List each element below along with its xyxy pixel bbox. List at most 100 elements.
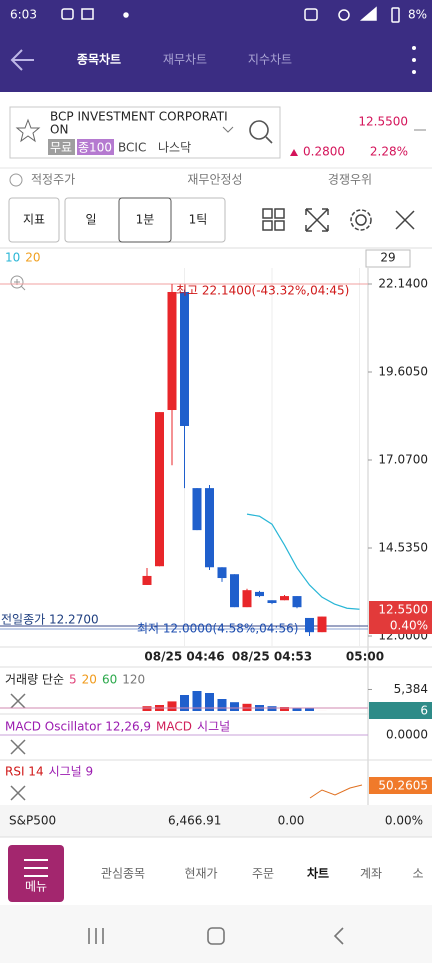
count: 29 <box>380 251 395 265</box>
prev-close-annotation: 전일종가 12.2700 <box>1 613 99 627</box>
rsi-tag: 50.2605 <box>378 779 428 793</box>
volume-bar <box>142 706 152 711</box>
info-tab[interactable]: 재무안정성 <box>187 173 242 187</box>
candle-body <box>230 574 239 608</box>
info-tab[interactable]: 적정주가 <box>31 173 75 187</box>
nav-item[interactable]: 관심종목 <box>101 867 145 881</box>
x-tick-label: 08/25 04:46 <box>144 650 224 664</box>
system-buttons[interactable] <box>88 927 344 945</box>
badge <box>48 139 75 155</box>
candle-body <box>192 488 202 531</box>
badge <box>77 139 114 155</box>
toolbar-icons[interactable] <box>262 208 415 232</box>
search-icon[interactable] <box>249 120 273 144</box>
header-tab[interactable]: 지수차트 <box>248 53 292 67</box>
candle-body <box>205 488 214 568</box>
menu-button[interactable] <box>8 845 64 902</box>
candle-body <box>155 412 164 567</box>
x-tick-label: 08/25 04:53 <box>232 650 312 664</box>
value-tag <box>369 702 432 719</box>
y-tick-label: 5,384 <box>394 682 428 696</box>
ticker-value: 6,466.91 <box>168 814 221 828</box>
value-tag <box>369 777 432 794</box>
ticker-change-pct: 0.00% <box>385 814 423 828</box>
status-icons <box>61 6 400 23</box>
nav-item[interactable]: 차트 <box>307 866 329 881</box>
volume-bar <box>305 708 314 711</box>
volume-bar <box>292 707 302 711</box>
nav-item[interactable]: 현재가 <box>184 867 217 881</box>
help-icon[interactable] <box>9 173 23 187</box>
candle-body <box>317 616 327 633</box>
volume-bar <box>205 693 214 711</box>
ticker-change: 0.00 <box>278 814 305 828</box>
candle-body <box>305 617 314 633</box>
volume-bar <box>192 691 202 711</box>
y-tick-label: 22.1400 <box>378 277 428 291</box>
x-tick-label: 05:00 <box>346 650 384 664</box>
volume-bar <box>280 707 289 711</box>
volume-bar <box>217 699 227 711</box>
time: 6:03 <box>10 8 37 22</box>
ticker-bg <box>0 805 432 837</box>
period[interactable]: 1틱 <box>189 213 208 227</box>
price: 12.5500 <box>358 115 408 129</box>
header-bg <box>0 0 432 92</box>
price-tag-pct: 0.40% <box>390 619 428 633</box>
more-menu[interactable] <box>412 46 416 74</box>
dropdown[interactable] <box>222 126 234 133</box>
indicator-label[interactable]: 지표 <box>23 213 45 227</box>
indicator-label: 120 <box>122 673 145 687</box>
indicator-button[interactable] <box>8 197 60 243</box>
indicator-label: RSI 14 <box>5 765 44 779</box>
indicator-label: 시그널 9 <box>49 765 94 779</box>
header-tab[interactable]: 재무차트 <box>163 53 207 67</box>
stock-name: ON <box>50 123 68 137</box>
legend-entry: 10 <box>5 251 20 265</box>
zoom-icon[interactable] <box>10 275 26 291</box>
close-icons[interactable] <box>10 693 26 801</box>
favorite-star[interactable] <box>15 118 41 143</box>
indicator-label: 시그널 <box>197 720 230 734</box>
candle-body <box>167 291 177 411</box>
header-tab[interactable]: 종목차트 <box>77 52 121 67</box>
menu-label[interactable]: 메뉴 <box>25 880 47 894</box>
system-nav <box>0 905 432 963</box>
period-selected[interactable] <box>118 197 172 243</box>
count-box[interactable] <box>365 249 411 268</box>
candle-body <box>142 575 152 585</box>
ma-line <box>246 513 360 610</box>
candle-body <box>280 596 289 601</box>
nav-item[interactable]: 소 <box>412 867 423 881</box>
back-button[interactable] <box>10 49 34 71</box>
indicator-label: 거래량 단순 <box>5 673 64 687</box>
change-pct: 2.28% <box>370 145 408 159</box>
stock-name: BCP INVESTMENT CORPORATI <box>50 110 228 124</box>
indicator-label: MACD <box>156 720 192 734</box>
period[interactable]: 일 <box>85 213 96 227</box>
y-tick-label: 17.0700 <box>378 453 428 467</box>
candle-body <box>180 291 189 426</box>
change: 0.2800 <box>303 145 345 159</box>
hamburger <box>24 859 48 877</box>
ticker-name: S&P500 <box>9 814 56 828</box>
candle-body <box>242 590 252 608</box>
candle-body <box>255 591 264 597</box>
price-tag <box>369 601 432 634</box>
nav-item[interactable]: 주문 <box>252 867 274 881</box>
high-annotation: 최고 22.1400(-43.32%,04:45) <box>176 284 349 298</box>
y-tick-label: 19.6050 <box>378 365 428 379</box>
rsi-line <box>309 784 363 799</box>
period[interactable]: 1분 <box>136 213 155 227</box>
badge-text: 종100 <box>78 141 112 155</box>
volume-bar <box>267 706 277 711</box>
ticker: BCIC <box>118 141 146 155</box>
nav-item[interactable]: 계좌 <box>360 867 382 881</box>
indicator-label: 20 <box>82 673 97 687</box>
up-arrow <box>290 149 298 156</box>
volume-bar <box>167 701 177 711</box>
legend-entry: 20 <box>25 251 40 265</box>
info-tab[interactable]: 경쟁우위 <box>328 173 372 187</box>
indicator-label: MACD Oscillator 12,26,9 <box>5 720 151 734</box>
